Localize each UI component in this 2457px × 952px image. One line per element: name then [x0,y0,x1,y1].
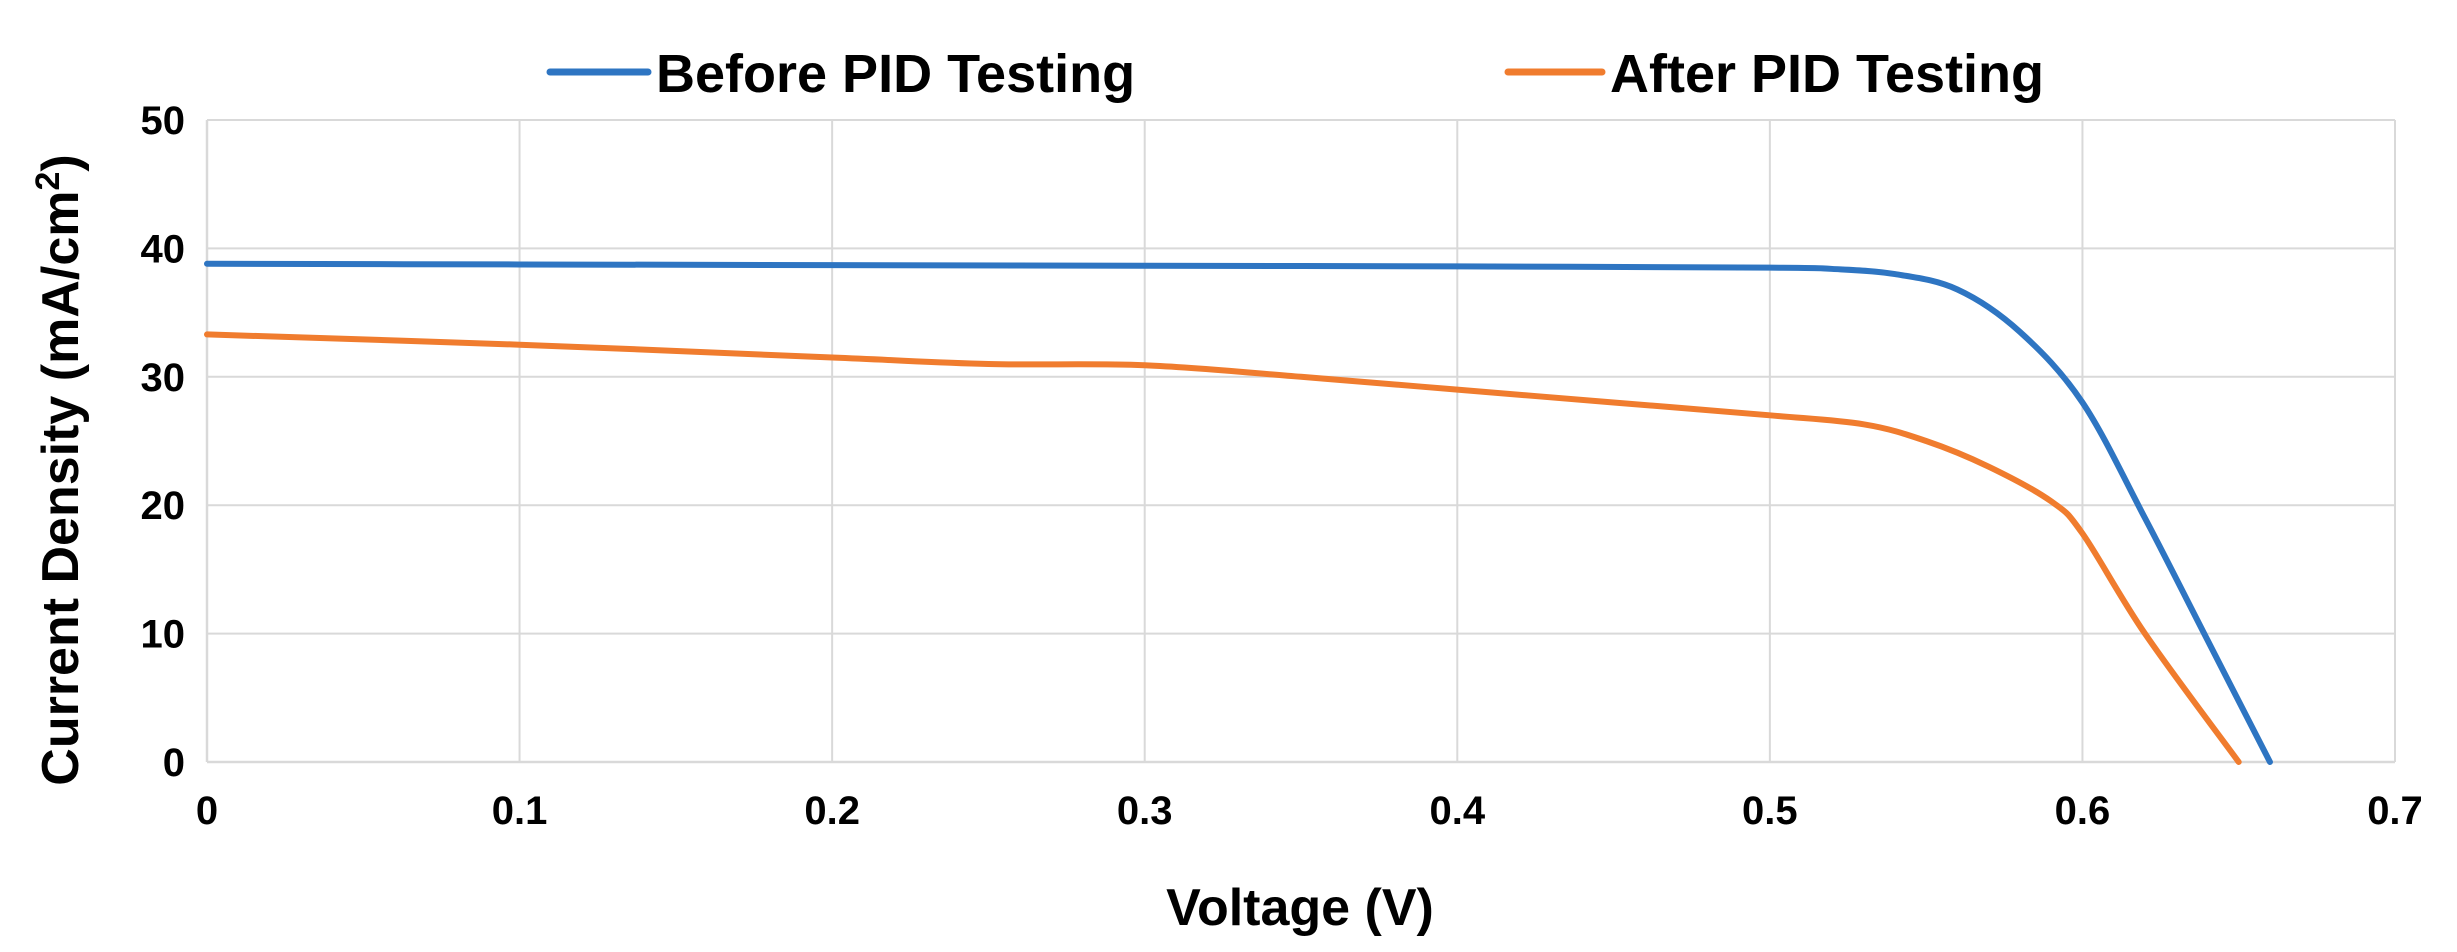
y-tick-label: 10 [141,613,186,657]
legend: Before PID Testing After PID Testing [546,44,2044,104]
series-line-after [204,331,2242,765]
x-tick-label: 0.3 [1117,789,1173,833]
y-tick-label: 0 [163,741,185,785]
grid [206,119,2396,763]
series-lines [204,260,2273,765]
x-tick-label: 0.2 [804,789,860,833]
y-tick-label: 30 [141,356,186,400]
tick-labels: 0 0.1 0.2 0.3 0.4 0.5 0.6 0.7 0 10 20 30 40 50 [141,99,2423,833]
x-tick-label: 0.4 [1429,789,1485,833]
y-axis-title-sup: 2 [29,172,67,191]
y-axis-title-main: Current Density (mA/cm [32,191,90,786]
legend-label-before: Before PID Testing [656,44,1135,104]
x-tick-label: 0.5 [1742,789,1798,833]
y-axis-title: Current Density (mA/cm2) [29,154,90,785]
legend-label-after: After PID Testing [1610,44,2044,104]
y-tick-label: 50 [141,99,186,143]
y-tick-label: 20 [141,484,186,528]
x-axis-title: Voltage (V) [1166,879,1434,937]
x-tick-label: 0.7 [2367,789,2423,833]
y-axis-title-end: ) [32,154,90,171]
x-tick-label: 0.6 [2055,789,2111,833]
x-tick-label: 0.1 [492,789,548,833]
series-line-before [204,260,2273,765]
axes [205,120,2395,764]
x-tick-label: 0 [196,789,218,833]
y-tick-label: 40 [141,227,186,271]
